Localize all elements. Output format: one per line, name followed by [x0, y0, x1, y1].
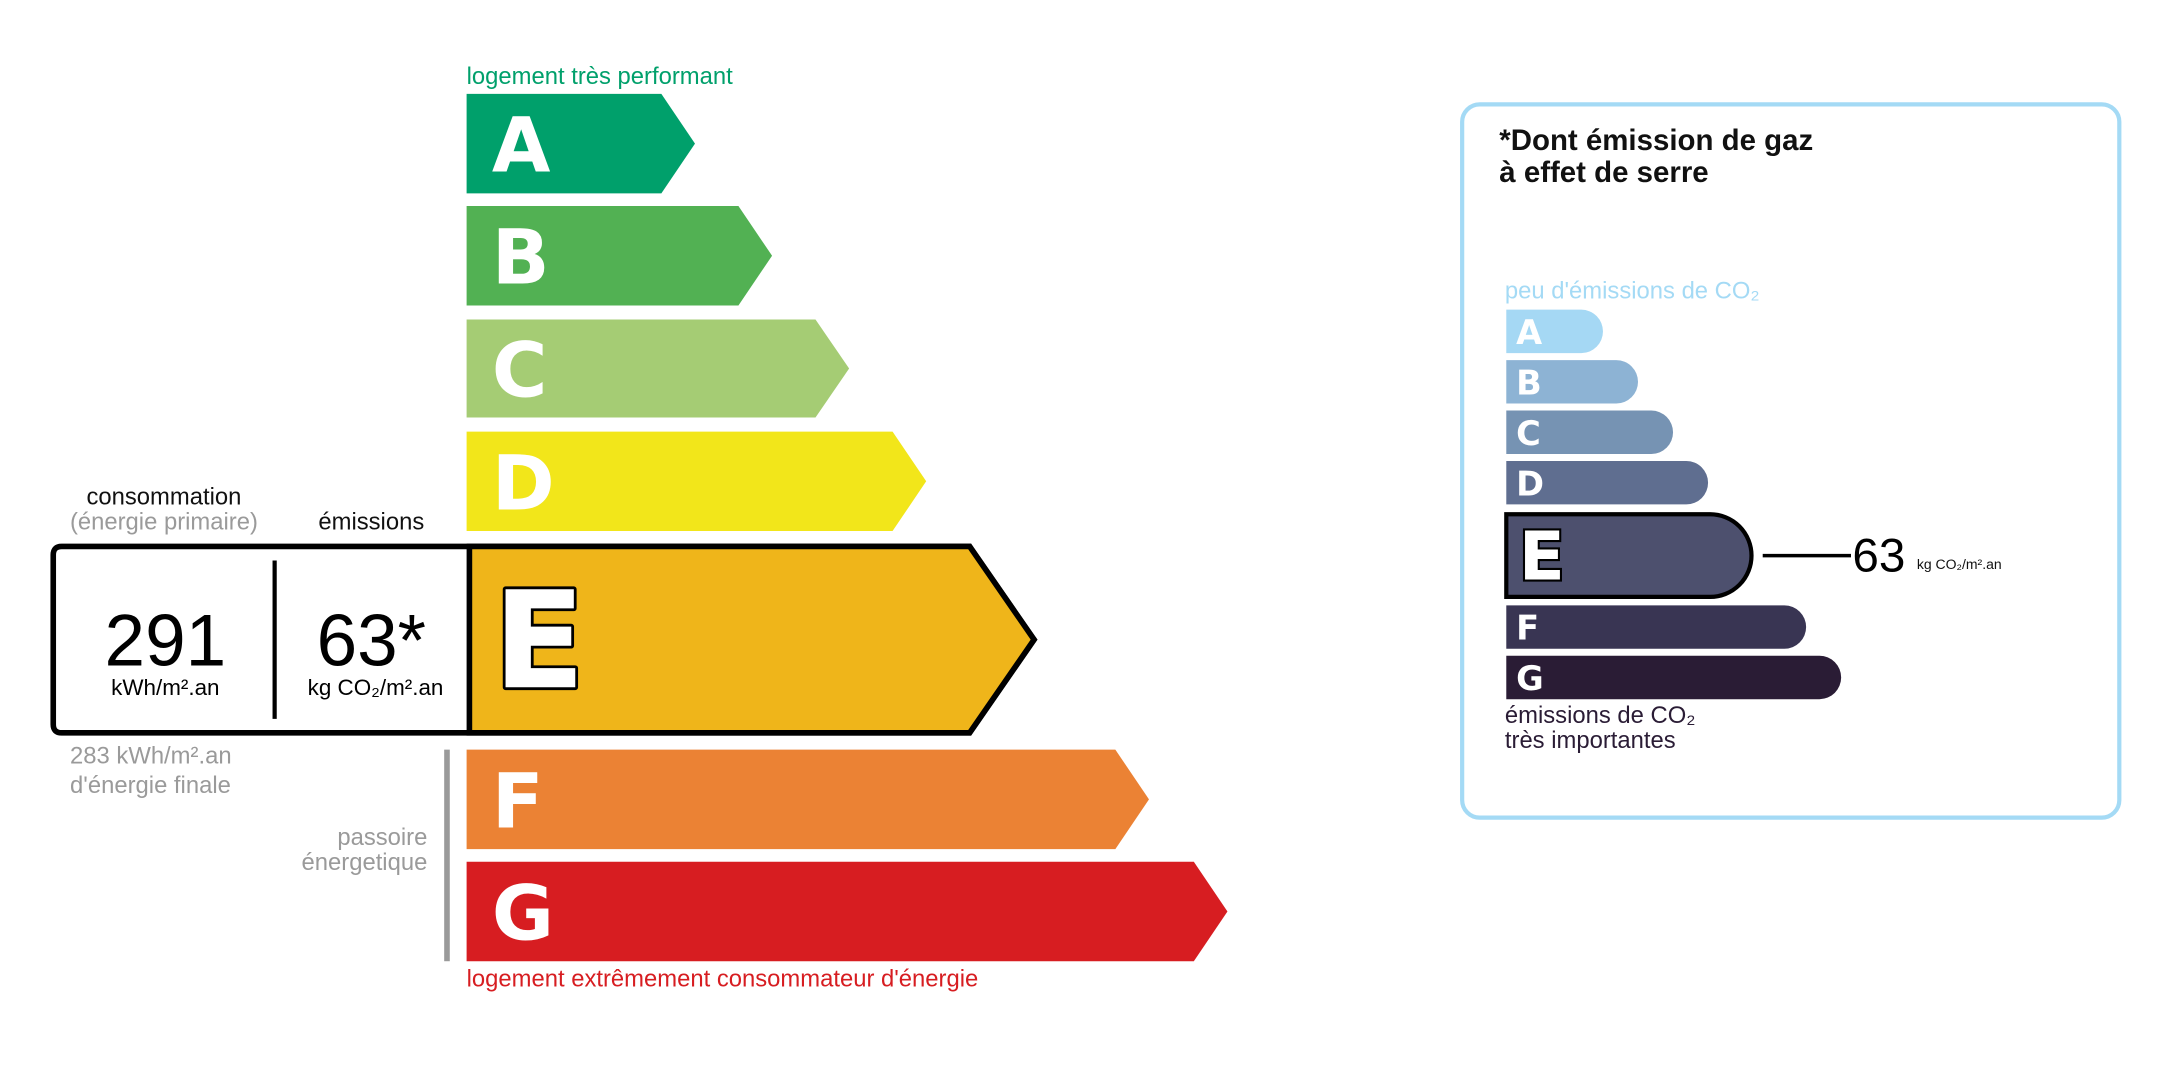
ges-bar-e [1504, 512, 1754, 600]
energy-letter-b: B [492, 214, 550, 302]
ges-bar-g [1506, 655, 1842, 700]
energy-top-label: logement très performant [466, 63, 733, 90]
energy-letter-c: C [492, 327, 548, 415]
ges-bar-f [1506, 605, 1807, 649]
emissions-label: émissions [318, 508, 425, 536]
energy-bar-b [466, 205, 773, 306]
ges-letter-d: D [1516, 464, 1544, 503]
final-energy-value: 283 kWh/m².an [70, 742, 232, 770]
ges-panel [1460, 102, 2122, 820]
ges-title-line2: à effet de serre [1499, 156, 1709, 190]
ges-bar-c [1506, 410, 1674, 454]
energy-bar-c [466, 319, 850, 418]
emissions-value: 63* [316, 601, 427, 683]
consumption-unit: kWh/m².an [111, 676, 220, 701]
energy-bar-d [466, 431, 927, 532]
consumption-value: 291 [104, 601, 227, 683]
passoire-line2: énergetique [301, 849, 428, 876]
consumption-sublabel: (énergie primaire) [69, 508, 258, 536]
ges-bar-d [1506, 460, 1709, 505]
ges-title-line1: *Dont émission de gaz [1499, 124, 1814, 157]
ges-bar-b [1506, 360, 1639, 404]
ges-letter-c: C [1516, 414, 1541, 453]
final-energy-label: d'énergie finale [70, 772, 231, 799]
ges-letter-a: A [1516, 313, 1542, 352]
energy-letter-d: D [492, 439, 555, 527]
energy-bottom-label: logement extrêmement consommateur d'éner… [466, 965, 979, 993]
ges-letter-b: B [1516, 363, 1542, 402]
energy-bar-f [466, 749, 1149, 850]
ges-letter-e: E [1519, 517, 1565, 595]
ges-letter-g: G [1516, 659, 1544, 698]
ges-bottom-line2: très importantes [1504, 727, 1676, 754]
energy-letter-a: A [492, 102, 551, 190]
emissions-unit: kg CO₂/m².an [307, 676, 444, 701]
ges-value: 63 [1852, 529, 1906, 583]
energy-letter-f: F [492, 757, 544, 845]
consumption-label: consommation [86, 483, 242, 511]
ges-unit: kg CO₂/m².an [1916, 557, 2002, 574]
energy-bar-e [466, 543, 1038, 736]
energy-letter-g: G [492, 870, 554, 958]
ges-bar-a [1506, 309, 1603, 354]
ges-letter-f: F [1516, 609, 1539, 648]
energy-letter-e: E [493, 562, 585, 719]
passoire-bar [444, 749, 450, 962]
ges-bottom-line1: émissions de CO₂ [1504, 702, 1696, 729]
ges-top-label: peu d'émissions de CO₂ [1504, 277, 1760, 305]
passoire-line1: passoire [337, 823, 428, 851]
energy-bar-g [466, 861, 1228, 962]
energy-bar-a [466, 93, 695, 194]
